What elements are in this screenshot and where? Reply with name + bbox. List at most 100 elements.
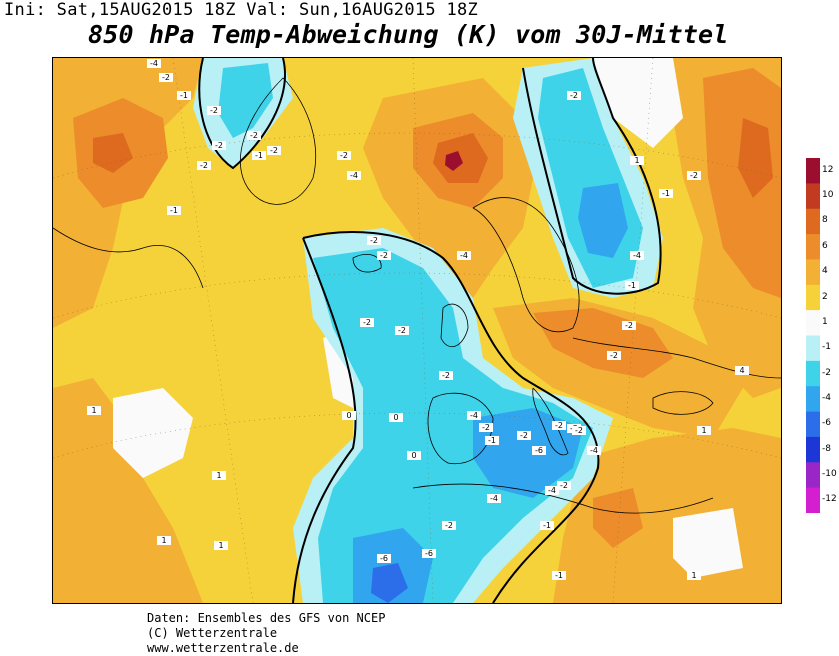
contour-label-bg xyxy=(252,151,266,160)
footer-website: www.wetterzentrale.de xyxy=(147,641,299,655)
legend-swatch xyxy=(806,487,820,514)
coastline-black-sea xyxy=(652,391,714,415)
graticule xyxy=(53,58,781,603)
contour-value-label: -4 xyxy=(350,171,358,180)
contour-label-bg xyxy=(687,571,701,580)
footer-credits: Daten: Ensembles des GFS von NCEP (C) We… xyxy=(147,611,385,656)
legend-swatch xyxy=(806,411,820,438)
footer-copyright: (C) Wetterzentrale xyxy=(147,626,278,640)
contour-label-bg xyxy=(389,413,403,422)
map-panel: -4 -2 -1 -2 -2 -2 -2 -1 -2 -1 -2 -4 -2 -2 -4 -2 -2 -2 -4 -2… xyxy=(52,57,782,604)
contour-label-bg xyxy=(337,151,351,160)
legend-swatch xyxy=(806,183,820,210)
field-minus-6-8-core xyxy=(371,563,408,603)
coastline-british-isles xyxy=(440,303,469,348)
contour-value-label: -4 xyxy=(460,251,468,260)
contour-label-bg xyxy=(545,486,559,495)
legend-swatch xyxy=(806,208,820,235)
contour-label-bg xyxy=(622,321,636,330)
contour-label-bg xyxy=(395,326,409,335)
contour-value-label: 1 xyxy=(216,471,221,480)
contour-value-label: -1 xyxy=(662,189,670,198)
contour-value-label: -1 xyxy=(488,436,496,445)
contour-value-label: -2 xyxy=(210,106,218,115)
coastline-iceland xyxy=(352,254,382,273)
contour-label-bg xyxy=(607,351,621,360)
contour-value-label: -4 xyxy=(633,251,641,260)
contour-value-label: -1 xyxy=(180,91,188,100)
contour-label-bg xyxy=(467,411,481,420)
contour-label-bg xyxy=(625,281,639,290)
contour-label-bg xyxy=(167,206,181,215)
contour-label-bg xyxy=(457,251,471,260)
contour-value-label: -2 xyxy=(215,141,223,150)
legend-label: -12 xyxy=(822,494,837,505)
contour-label-bg xyxy=(659,189,673,198)
contour-label-bg xyxy=(212,471,226,480)
contour-value-label: -1 xyxy=(255,151,263,160)
contour-label-bg xyxy=(87,406,101,415)
contour-zero-line xyxy=(522,58,662,295)
contour-value-label: -1 xyxy=(555,571,563,580)
legend-swatch xyxy=(806,284,820,311)
contour-label-bg xyxy=(557,481,571,490)
contour-value-label: 1 xyxy=(91,406,96,415)
contour-value-label: -4 xyxy=(470,411,478,420)
contour-value-label: -4 xyxy=(590,446,598,455)
contour-label-bg xyxy=(360,318,374,327)
contour-value-label: 0 xyxy=(393,413,398,422)
contour-value-label: -2 xyxy=(380,251,388,260)
contour-value-label: -2 xyxy=(575,426,583,435)
contour-label-bg xyxy=(422,549,436,558)
contour-label-bg xyxy=(552,571,566,580)
legend-label: -2 xyxy=(822,367,831,378)
contour-value-label: -2 xyxy=(370,236,378,245)
contour-label-bg xyxy=(630,251,644,260)
field-plus-6-8-east xyxy=(738,118,773,198)
contour-value-label: -4 xyxy=(490,494,498,503)
contour-label-bg xyxy=(479,423,493,432)
contour-value-label: -2 xyxy=(520,431,528,440)
contour-label-bg xyxy=(587,446,601,455)
contour-label-bg xyxy=(212,141,226,150)
legend-swatch xyxy=(806,158,820,184)
contour-value-label: 1 xyxy=(161,536,166,545)
coastline-africa-north xyxy=(412,483,714,514)
contour-value-label: -4 xyxy=(150,59,158,68)
legend-label: -10 xyxy=(822,469,837,479)
field-minus-4-6-east xyxy=(578,183,628,258)
coastline-scandinavia xyxy=(472,197,580,333)
field-plus-6-8-west xyxy=(93,133,133,173)
contour-label-bg xyxy=(377,554,391,563)
contour-label-bg xyxy=(159,73,173,82)
contour-label-bg xyxy=(267,146,281,155)
contour-value-label: -2 xyxy=(560,481,568,490)
legend-swatch xyxy=(806,335,820,362)
contour-value-label: -2 xyxy=(162,73,170,82)
contour-label-bg xyxy=(540,521,554,530)
contour-value-label: -2 xyxy=(570,91,578,100)
contour-value-label: -2 xyxy=(442,371,450,380)
coastlines xyxy=(53,77,781,514)
legend-label: -8 xyxy=(822,443,831,454)
contour-label-bg xyxy=(197,161,211,170)
field-plus-4-6-south xyxy=(593,488,643,548)
contour-value-label: -2 xyxy=(398,326,406,335)
contour-label-bg xyxy=(697,426,711,435)
contour-value-label: -1 xyxy=(628,281,636,290)
contour-value-label: -1 xyxy=(543,521,551,530)
legend-label: 4 xyxy=(822,266,828,277)
legend-label: 2 xyxy=(822,291,828,302)
contour-label-bg xyxy=(147,59,161,68)
field-minus-2-4-atlantic xyxy=(313,248,593,603)
contour-value-label: 4 xyxy=(739,366,744,375)
footer-data-source: Daten: Ensembles des GFS von NCEP xyxy=(147,611,386,625)
contour-label-bg xyxy=(342,411,356,420)
contour-value-label: -6 xyxy=(425,549,433,558)
contour-label-bg xyxy=(532,446,546,455)
contour-label-bg xyxy=(517,431,531,440)
contour-value-label: 0 xyxy=(411,451,416,460)
field-minus-4-6-mediterranean xyxy=(473,408,583,498)
contour-value-label: -2 xyxy=(340,151,348,160)
contour-label-bg xyxy=(567,91,581,100)
